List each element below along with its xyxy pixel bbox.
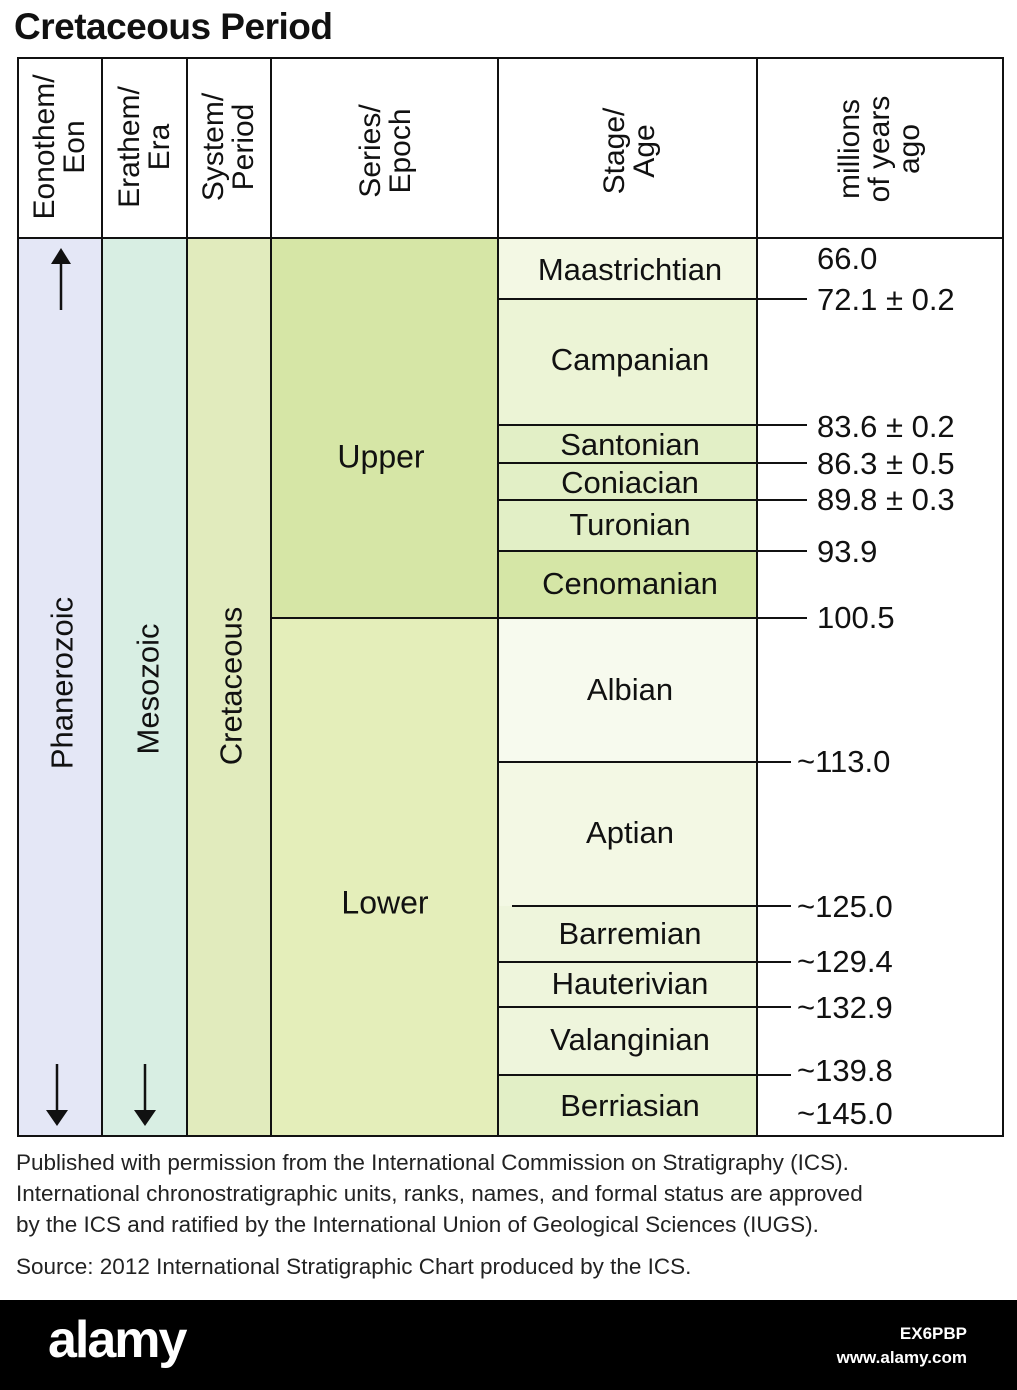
age-value: 100.5 <box>817 600 895 635</box>
stage-fill-maastrichtian <box>498 238 757 299</box>
age-value: ~113.0 <box>797 744 891 779</box>
stage-label: Turonian <box>569 507 691 542</box>
alamy-logo: alamy <box>48 1311 187 1369</box>
table-border <box>17 57 1004 1137</box>
age-value: ~139.8 <box>797 1053 893 1088</box>
stage-label: Maastrichtian <box>537 252 723 287</box>
epoch-lower-fill <box>271 618 498 1136</box>
stage-boundary <box>498 424 807 426</box>
stage-boundary <box>498 961 791 963</box>
stage-fill-turonian <box>498 500 757 551</box>
stage-boundary <box>498 499 807 501</box>
column-rule <box>497 57 499 1137</box>
stage-fill-aptian <box>498 762 757 906</box>
epoch-upper-fill <box>271 238 498 618</box>
age-value: 93.9 <box>817 534 878 569</box>
stage-label: Barremian <box>558 916 702 951</box>
stage-boundary <box>498 1006 791 1008</box>
epoch-lower-label: Lower <box>341 884 429 921</box>
stage-label: Berriasian <box>560 1088 700 1123</box>
header-period: System/Period <box>197 92 260 202</box>
header-eon: Eonothem/Eon <box>28 74 91 220</box>
header-age: millions of years ago <box>833 95 926 203</box>
stage-fill-albian <box>498 618 757 762</box>
era-column-fill <box>102 238 187 1136</box>
epoch-upper-label: Upper <box>337 438 425 475</box>
column-rule <box>101 57 103 1137</box>
stage-label: Aptian <box>586 815 674 850</box>
column-rule <box>186 57 188 1137</box>
stage-label: Albian <box>586 672 674 707</box>
era-label: Mesozoic <box>130 623 166 755</box>
arrow-down-icon <box>46 1064 68 1126</box>
stage-label: Santonian <box>560 427 700 462</box>
page-title: Cretaceous Period <box>14 6 333 47</box>
period-column-fill <box>187 238 271 1136</box>
age-value: 83.6 ± 0.2 <box>817 409 955 444</box>
stage-boundary <box>498 298 807 300</box>
stage-label: Cenomanian <box>542 566 718 601</box>
stage-fill-coniacian <box>498 463 757 500</box>
stage-fill-valanginian <box>498 1007 757 1075</box>
age-value: ~125.0 <box>797 889 893 924</box>
stage-fill-santonian <box>498 425 757 463</box>
header-divider <box>17 237 1004 239</box>
stage-boundary <box>512 905 791 907</box>
header-era: Erathem/Era <box>113 86 176 208</box>
image-id: EX6PBP <box>899 1324 967 1343</box>
column-rule <box>270 57 272 1137</box>
stage-label: Campanian <box>550 342 710 377</box>
footnote: Published with permission from the Inter… <box>16 1147 863 1240</box>
stage-boundary <box>498 462 807 464</box>
stage-fill-hauterivian <box>498 962 757 1007</box>
age-value: 72.1 ± 0.2 <box>817 282 955 317</box>
stage-label: Coniacian <box>561 465 699 500</box>
eon-column-fill <box>18 238 102 1136</box>
column-rule <box>756 57 758 1137</box>
footnote-line: by the ICS and ratified by the Internati… <box>16 1212 819 1237</box>
stage-label: Valanginian <box>550 1022 710 1057</box>
stage-boundary <box>498 761 791 763</box>
period-label: Cretaceous <box>213 606 249 766</box>
stage-fill-barremian <box>498 906 757 962</box>
epoch-boundary <box>271 617 807 619</box>
age-value: ~145.0 <box>797 1096 893 1131</box>
age-value: ~129.4 <box>797 944 893 979</box>
stage-fill-berriasian <box>498 1075 757 1136</box>
stage-boundary <box>498 1074 791 1076</box>
header-epoch: Series/Epoch <box>354 104 417 198</box>
age-value: 66.0 <box>817 241 878 276</box>
watermark-bar: alamy EX6PBP www.alamy.com <box>0 1300 1017 1390</box>
stage-label: Hauterivian <box>551 966 709 1001</box>
eon-label: Phanerozoic <box>44 596 80 770</box>
watermark-url: www.alamy.com <box>836 1348 967 1367</box>
stage-boundary <box>498 550 807 552</box>
arrow-down-icon <box>134 1064 156 1126</box>
footnote-line: International chronostratigraphic units,… <box>16 1181 863 1206</box>
stage-fill-campanian <box>498 299 757 425</box>
age-value: ~132.9 <box>797 990 893 1025</box>
header-stage: Stage/Age <box>598 107 661 195</box>
arrow-up-icon <box>51 248 71 310</box>
age-value: 86.3 ± 0.5 <box>817 446 955 481</box>
footnote-line: Published with permission from the Inter… <box>16 1150 849 1175</box>
source-note: Source: 2012 International Stratigraphic… <box>16 1254 692 1279</box>
stage-fill-cenomanian <box>498 551 757 618</box>
age-value: 89.8 ± 0.3 <box>817 482 955 517</box>
